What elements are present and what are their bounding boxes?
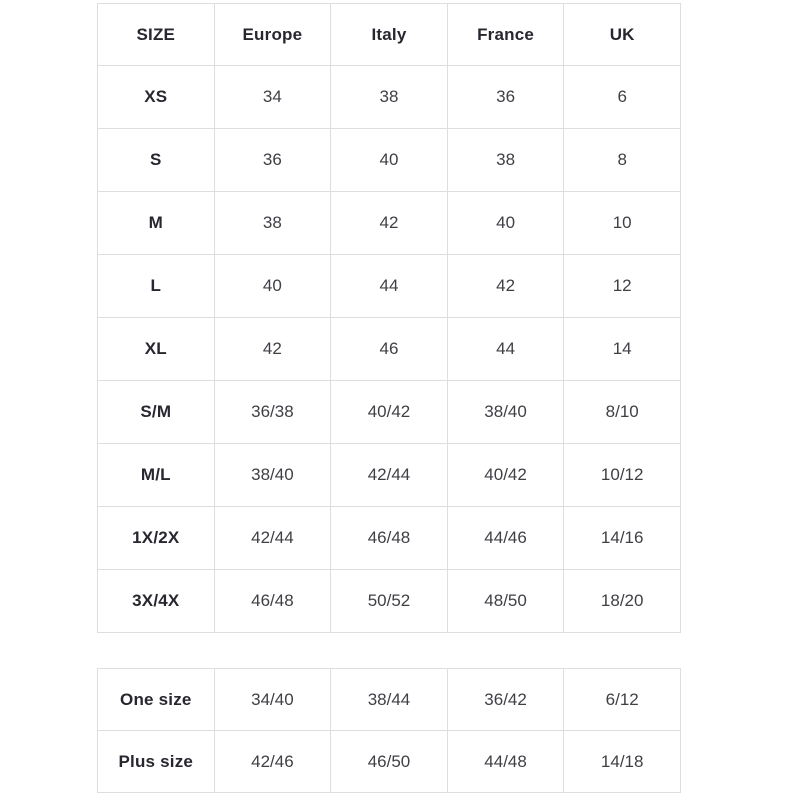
size-label-cell: One size [97,668,215,731]
size-label-cell: 3X/4X [97,569,215,633]
size-value-cell: 10/12 [563,443,681,507]
size-value-cell: 40 [446,191,565,255]
size-label-cell: M/L [97,443,215,507]
size-value-cell: 44 [330,254,448,318]
table-row: S/M 36/38 40/42 38/40 8/10 [97,380,681,444]
size-value-cell: 42 [330,191,448,255]
special-sizes-table: One size 34/40 38/44 36/42 6/12 Plus size 42/4… [97,668,681,793]
size-value-cell: 48/50 [446,569,565,633]
size-value-cell: 36 [213,128,332,192]
table-row: M 38 42 40 10 [97,191,681,255]
header-row: SIZE Europe Italy France UK [97,3,681,66]
size-value-cell: 34 [213,65,332,129]
size-value-cell: 14/16 [563,506,681,570]
size-label-cell: 1X/2X [97,506,215,570]
size-value-cell: 44/46 [446,506,565,570]
size-value-cell: 36/38 [213,380,332,444]
table-row: S 36 40 38 8 [97,128,681,192]
size-value-cell: 40/42 [330,380,448,444]
size-value-cell: 46 [330,317,448,381]
size-value-cell: 42/44 [213,506,332,570]
size-value-cell: 46/48 [330,506,448,570]
table-row: XL 42 46 44 14 [97,317,681,381]
special-sizes-table-body: One size 34/40 38/44 36/42 6/12 Plus size 42/4… [97,668,681,793]
size-value-cell: 14 [563,317,681,381]
size-label-cell: XL [97,317,215,381]
size-value-cell: 38/40 [213,443,332,507]
size-value-cell: 42 [213,317,332,381]
table-row: XS 34 38 36 6 [97,65,681,129]
size-value-cell: 42/46 [213,730,332,793]
size-value-cell: 6/12 [563,668,681,731]
size-value-cell: 46/50 [330,730,448,793]
size-value-cell: 10 [563,191,681,255]
table-row: L 40 44 42 12 [97,254,681,318]
size-value-cell: 18/20 [563,569,681,633]
size-value-cell: 38 [330,65,448,129]
table-row: M/L 38/40 42/44 40/42 10/12 [97,443,681,507]
size-value-cell: 40 [213,254,332,318]
size-conversion-table-body: XS 34 38 36 6 S 36 40 38 8 M 38 42 40 10 L 40 44 42 12 XL 42 4… [97,65,681,633]
size-label-cell: L [97,254,215,318]
size-value-cell: 12 [563,254,681,318]
size-value-cell: 6 [563,65,681,129]
size-value-cell: 34/40 [213,668,332,731]
size-label-cell: XS [97,65,215,129]
size-label-cell: S/M [97,380,215,444]
size-value-cell: 38 [446,128,565,192]
size-label-cell: M [97,191,215,255]
size-value-cell: 42 [446,254,565,318]
size-value-cell: 38/44 [330,668,448,731]
size-value-cell: 8/10 [563,380,681,444]
size-label-cell: Plus size [97,730,215,793]
size-value-cell: 50/52 [330,569,448,633]
column-header-italy: Italy [330,3,448,66]
size-value-cell: 38 [213,191,332,255]
column-header-europe: Europe [213,3,332,66]
size-value-cell: 40 [330,128,448,192]
size-value-cell: 36 [446,65,565,129]
size-value-cell: 44 [446,317,565,381]
column-header-size: SIZE [97,3,215,66]
size-value-cell: 42/44 [330,443,448,507]
size-value-cell: 14/18 [563,730,681,793]
column-header-france: France [446,3,565,66]
size-conversion-table: SIZE Europe Italy France UK XS 34 38 36 6 S 36 40 38… [97,3,681,633]
size-value-cell: 44/48 [446,730,565,793]
size-label-cell: S [97,128,215,192]
size-value-cell: 8 [563,128,681,192]
table-row: 3X/4X 46/48 50/52 48/50 18/20 [97,569,681,633]
table-row: One size 34/40 38/44 36/42 6/12 [97,668,681,731]
size-value-cell: 40/42 [446,443,565,507]
size-value-cell: 36/42 [446,668,565,731]
column-header-uk: UK [563,3,681,66]
table-row: Plus size 42/46 46/50 44/48 14/18 [97,730,681,793]
size-value-cell: 38/40 [446,380,565,444]
size-value-cell: 46/48 [213,569,332,633]
table-row: 1X/2X 42/44 46/48 44/46 14/16 [97,506,681,570]
